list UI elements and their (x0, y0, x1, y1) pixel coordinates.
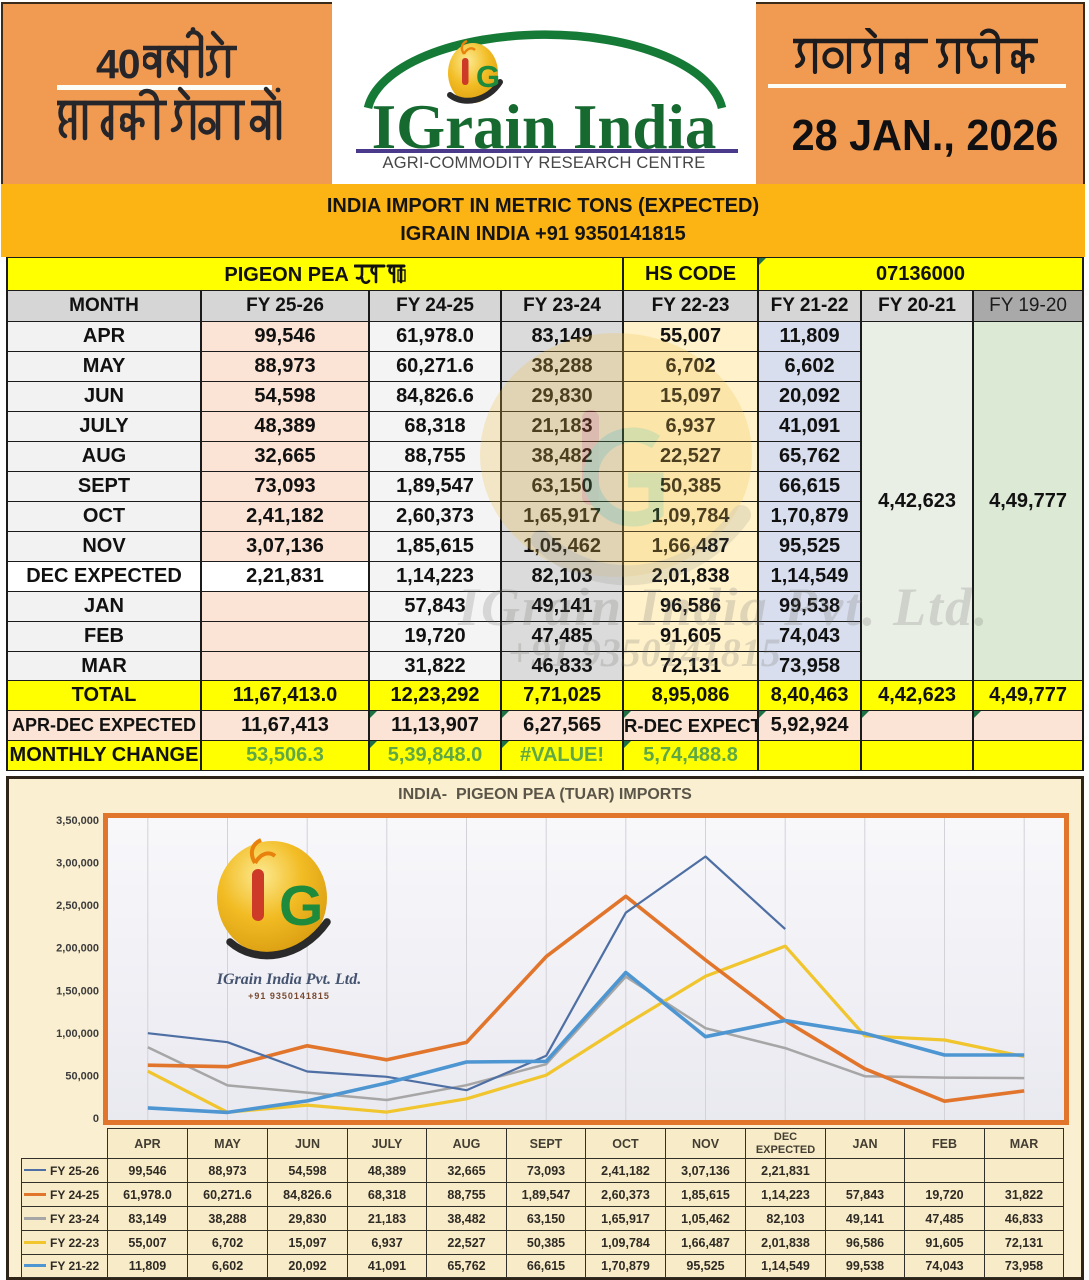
svg-text:3,00,000: 3,00,000 (56, 858, 99, 870)
svg-text:2,00,000: 2,00,000 (56, 943, 99, 955)
svg-text:G: G (279, 874, 323, 938)
svg-text:0: 0 (93, 1113, 99, 1125)
svg-text:2,50,000: 2,50,000 (56, 900, 99, 912)
svg-text:50,000: 50,000 (65, 1070, 99, 1082)
svg-text:G: G (476, 59, 500, 94)
svg-text:1,50,000: 1,50,000 (56, 985, 99, 997)
svg-text:1,00,000: 1,00,000 (56, 1028, 99, 1040)
svg-text:3,50,000: 3,50,000 (56, 815, 99, 827)
